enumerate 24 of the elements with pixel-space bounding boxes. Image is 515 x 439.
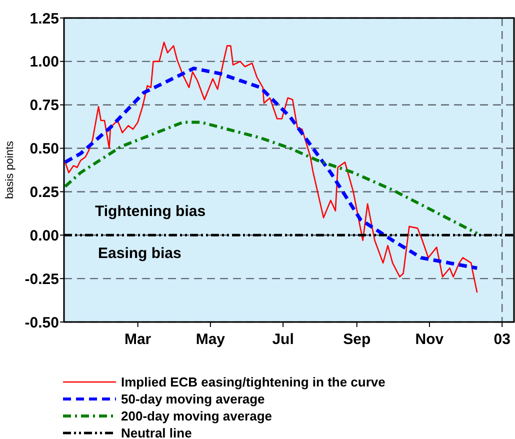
x-tick-label: Sep [343,331,371,348]
y-tick-label: 0.50 [30,140,59,158]
x-tick-label: May [196,331,226,348]
annotation: Tightening bias [95,203,206,220]
y-tick-label: -0.50 [24,314,59,332]
legend-label: 200-day moving average [121,408,272,424]
x-tick-label: Jul [272,331,294,348]
x-tick-label: Mar [124,331,152,348]
line-series [64,120,479,235]
line-series [63,66,479,270]
legend-label: Implied ECB easing/tightening in the curve [121,374,386,390]
y-tick-label: 1.00 [30,54,59,71]
y-tick-label: 0.25 [30,184,59,201]
y-tick-label: 1.25 [30,10,59,28]
legend-label: Neutral line [121,426,192,439]
x-tick-label: Nov [415,331,444,348]
y-tick-label: -0.25 [24,270,59,288]
legend-label: 50-day moving average [121,392,265,407]
y-tick-label: 0.00 [30,227,59,244]
y-axis-title: basis points [4,140,16,200]
line-series [64,42,478,294]
y-tick-label: 0.75 [30,97,59,114]
annotation: Easing bias [98,245,182,262]
x-tick-label: 03 [494,331,510,348]
